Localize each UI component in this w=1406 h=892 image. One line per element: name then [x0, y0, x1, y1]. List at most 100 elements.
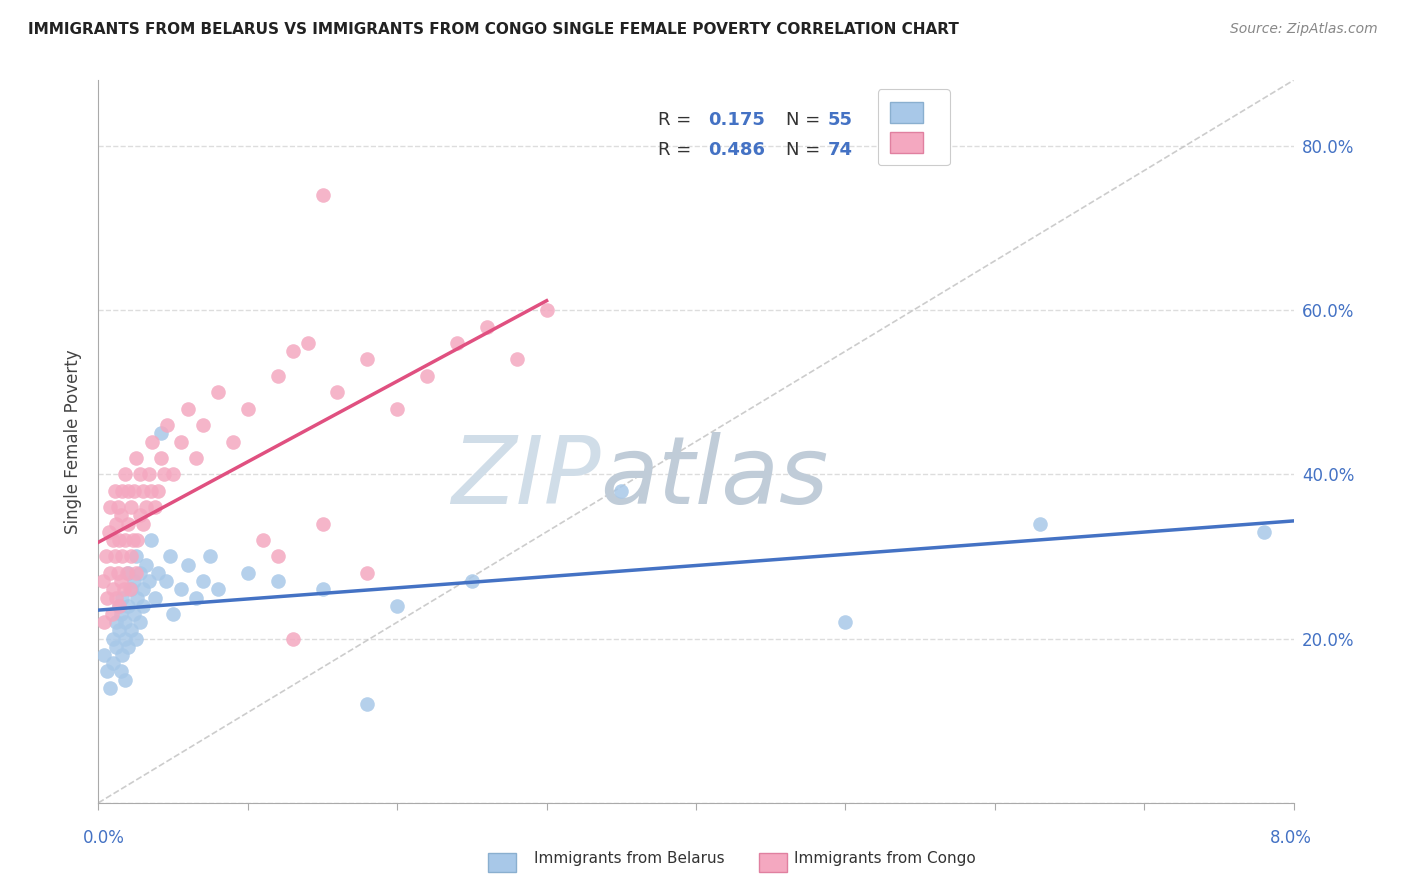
Point [110, 665, 132, 679]
Point [159, 549, 181, 564]
Point [1028, 516, 1050, 531]
Point [107, 500, 129, 515]
Point [326, 385, 349, 400]
Point [311, 188, 333, 202]
Point [150, 426, 173, 441]
Point [124, 574, 146, 588]
Point [834, 615, 856, 630]
Point [177, 558, 200, 572]
Point [114, 632, 136, 646]
Point [162, 607, 184, 621]
Point [191, 418, 214, 433]
Text: ZIP: ZIP [451, 432, 600, 524]
Point [93, 648, 115, 662]
Point [104, 483, 127, 498]
Point [91, 574, 114, 588]
Point [117, 599, 139, 613]
Point [124, 607, 146, 621]
Point [156, 418, 179, 433]
Point [150, 450, 173, 465]
Point [252, 533, 274, 547]
Point [125, 632, 148, 646]
Point [461, 574, 484, 588]
Point [101, 607, 124, 621]
Text: 74: 74 [827, 141, 852, 160]
Point [103, 632, 125, 646]
Point [139, 483, 162, 498]
Point [96, 665, 118, 679]
Point [143, 500, 166, 515]
Point [120, 582, 142, 597]
Point [129, 566, 152, 580]
Point [117, 483, 139, 498]
Point [135, 500, 157, 515]
Point [148, 483, 170, 498]
Point [111, 591, 134, 605]
Point [105, 615, 128, 630]
Text: N =: N = [786, 111, 825, 129]
Text: atlas: atlas [600, 432, 828, 524]
Point [132, 599, 155, 613]
Text: 0.486: 0.486 [709, 141, 765, 160]
Point [129, 615, 152, 630]
Point [138, 467, 160, 482]
Point [111, 648, 134, 662]
Point [98, 566, 122, 580]
Point [120, 500, 142, 515]
Point [129, 467, 152, 482]
Point [207, 582, 229, 597]
Point [118, 582, 141, 597]
Point [98, 500, 122, 515]
Point [120, 624, 142, 638]
Point [114, 467, 136, 482]
Point [267, 574, 290, 588]
Point [125, 566, 148, 580]
Point [115, 566, 138, 580]
Point [114, 615, 136, 630]
Point [132, 582, 155, 597]
Point [138, 574, 160, 588]
Point [96, 591, 118, 605]
Point [311, 516, 333, 531]
Point [114, 673, 136, 687]
Point [125, 549, 148, 564]
Point [117, 566, 139, 580]
Point [169, 582, 191, 597]
Text: R =: R = [658, 111, 697, 129]
Point [104, 549, 127, 564]
Point [207, 385, 229, 400]
Point [127, 533, 149, 547]
Point [416, 368, 439, 383]
Point [129, 508, 152, 523]
Text: R =: R = [658, 141, 697, 160]
Point [446, 336, 468, 351]
Text: N =: N = [786, 141, 825, 160]
Point [105, 591, 128, 605]
Point [93, 615, 115, 630]
Point [356, 352, 378, 367]
Point [143, 591, 166, 605]
Point [111, 549, 134, 564]
Point [114, 533, 136, 547]
Point [475, 319, 498, 334]
Point [105, 516, 128, 531]
Text: 0.0%: 0.0% [83, 829, 125, 847]
Point [120, 549, 142, 564]
Text: 0.175: 0.175 [709, 111, 765, 129]
Point [506, 352, 529, 367]
Point [385, 599, 409, 613]
Point [281, 632, 304, 646]
Point [103, 533, 125, 547]
Point [184, 591, 207, 605]
Point [117, 640, 139, 654]
Point [132, 516, 155, 531]
Point [200, 549, 222, 564]
Point [162, 467, 184, 482]
Point [155, 574, 177, 588]
Point [108, 624, 131, 638]
Point [124, 483, 146, 498]
Point [311, 582, 333, 597]
Point [281, 344, 304, 359]
Point [110, 574, 132, 588]
Point [169, 434, 191, 449]
